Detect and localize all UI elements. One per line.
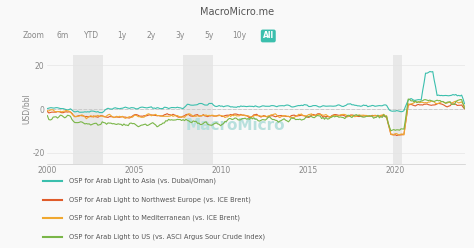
Text: All: All [263, 31, 274, 40]
Text: MacroMicro: MacroMicro [185, 118, 285, 133]
Text: 2y: 2y [146, 31, 155, 40]
Text: OSP for Arab Light to US (vs. ASCI Argus Sour Crude Index): OSP for Arab Light to US (vs. ASCI Argus… [69, 234, 265, 240]
Text: 5y: 5y [205, 31, 214, 40]
Text: MacroMicro.me: MacroMicro.me [200, 7, 274, 17]
Bar [393, 55, 402, 164]
Text: Zoom: Zoom [22, 31, 44, 40]
Text: 1y: 1y [117, 31, 126, 40]
Text: 10y: 10y [232, 31, 246, 40]
Text: OSP for Arab Light to Northwest Europe (vs. ICE Brent): OSP for Arab Light to Northwest Europe (… [69, 196, 251, 203]
Bar [73, 55, 103, 164]
Text: OSP for Arab Light to Mediterranean (vs. ICE Brent): OSP for Arab Light to Mediterranean (vs.… [69, 215, 240, 221]
Text: YTD: YTD [84, 31, 100, 40]
Text: 6m: 6m [56, 31, 69, 40]
Bar [183, 55, 212, 164]
Y-axis label: USD/bbl: USD/bbl [22, 94, 31, 124]
Text: 3y: 3y [175, 31, 185, 40]
Text: OSP for Arab Light to Asia (vs. Dubai/Oman): OSP for Arab Light to Asia (vs. Dubai/Om… [69, 178, 216, 184]
